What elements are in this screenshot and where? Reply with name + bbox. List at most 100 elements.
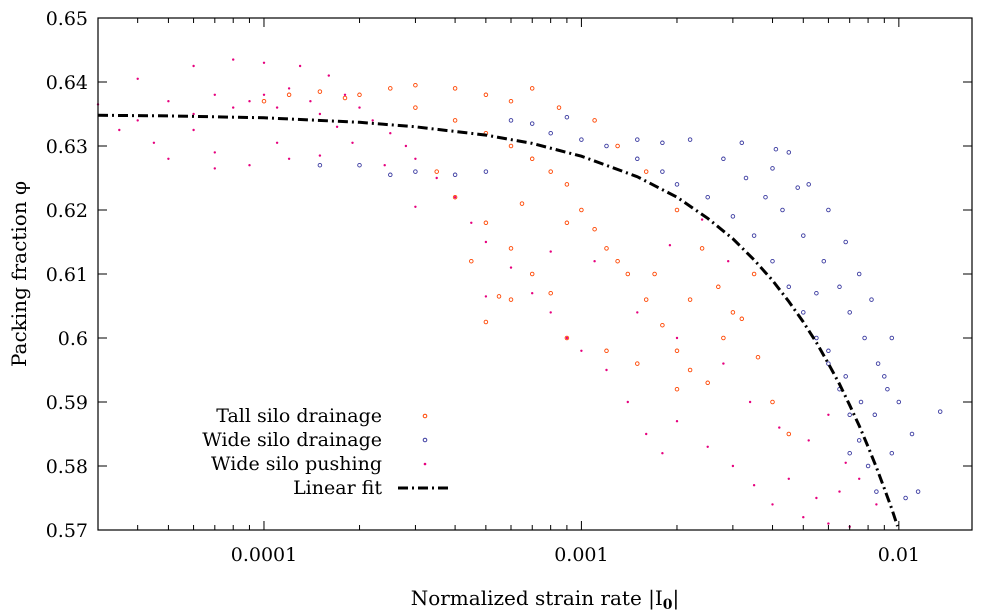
y-axis-title: Packing fraction φ xyxy=(7,181,31,367)
data-point-series-1 xyxy=(874,489,879,494)
data-point-series-2 xyxy=(636,311,639,314)
data-point-series-2 xyxy=(389,132,392,135)
data-point-series-0 xyxy=(556,105,562,110)
data-point-series-2 xyxy=(748,400,752,404)
data-point-series-2 xyxy=(414,205,417,208)
data-point-series-1 xyxy=(660,169,665,174)
data-point-series-1 xyxy=(705,194,710,200)
data-point-series-2 xyxy=(262,93,266,97)
data-point-series-1 xyxy=(882,374,887,379)
data-point-series-0 xyxy=(604,246,609,251)
fit-line xyxy=(97,113,899,527)
data-point-series-1 xyxy=(903,495,908,501)
data-point-series-1 xyxy=(801,233,806,238)
data-point-series-2 xyxy=(262,61,266,64)
data-point-series-1 xyxy=(743,175,749,181)
data-point-series-2 xyxy=(351,141,354,144)
x-tick-label: 0.0001 xyxy=(231,544,297,566)
data-point-series-1 xyxy=(858,399,864,405)
data-point-series-2 xyxy=(484,240,488,244)
data-point-series-2 xyxy=(752,484,756,487)
data-point-series-1 xyxy=(872,412,878,418)
data-point-series-1 xyxy=(826,361,831,366)
data-point-series-2 xyxy=(668,244,672,247)
data-point-series-0 xyxy=(483,220,489,226)
data-point-series-1 xyxy=(885,386,890,392)
data-point-series-0 xyxy=(483,92,489,98)
data-point-series-2 xyxy=(136,119,139,122)
data-point-series-2 xyxy=(549,250,552,253)
y-tick-label: 0.65 xyxy=(46,8,88,30)
data-point-series-1 xyxy=(357,162,362,168)
data-point-series-2 xyxy=(787,477,790,480)
data-point-series-1 xyxy=(739,140,745,146)
x-tick-label: 0.001 xyxy=(554,544,608,566)
data-point-series-0 xyxy=(770,399,775,405)
legend-label: Tall silo drainage xyxy=(216,405,382,427)
data-point-series-1 xyxy=(865,463,871,469)
legend-swatch xyxy=(423,462,427,466)
y-tick-label: 0.58 xyxy=(46,456,88,478)
data-point-series-1 xyxy=(452,172,458,178)
data-point-series-0 xyxy=(721,335,726,341)
data-point-series-2 xyxy=(213,167,216,170)
y-tick-label: 0.63 xyxy=(46,136,88,158)
data-point-series-2 xyxy=(509,266,513,269)
data-point-series-2 xyxy=(213,151,216,154)
data-point-series-1 xyxy=(579,137,584,142)
data-point-series-2 xyxy=(875,503,878,506)
data-point-series-2 xyxy=(192,112,195,116)
data-point-series-2 xyxy=(645,432,648,436)
data-point-series-0 xyxy=(452,194,458,200)
data-point-series-0 xyxy=(635,361,640,366)
data-point-series-2 xyxy=(404,144,408,148)
data-point-series-0 xyxy=(687,367,693,373)
data-point-series-1 xyxy=(770,166,775,171)
x-axis-title-sub: 0 xyxy=(663,597,673,613)
data-point-series-2 xyxy=(192,64,195,68)
data-point-series-2 xyxy=(275,141,279,144)
data-point-series-1 xyxy=(751,233,757,238)
data-point-series-1 xyxy=(786,284,792,290)
data-point-series-2 xyxy=(136,77,139,81)
data-point-series-0 xyxy=(388,86,393,91)
data-point-series-0 xyxy=(592,226,597,232)
data-point-series-0 xyxy=(652,271,657,277)
data-point-series-1 xyxy=(483,169,489,174)
data-point-series-0 xyxy=(413,82,418,88)
y-tick-label: 0.6 xyxy=(58,328,88,350)
data-point-series-2 xyxy=(343,93,347,97)
data-point-series-2 xyxy=(605,368,608,372)
data-point-series-0 xyxy=(730,310,736,315)
data-point-series-0 xyxy=(508,297,514,302)
data-point-series-1 xyxy=(915,489,921,494)
axis-ticks xyxy=(97,17,972,531)
data-point-series-2 xyxy=(722,362,725,365)
data-point-series-2 xyxy=(327,74,330,77)
data-point-series-2 xyxy=(580,349,583,352)
data-point-series-0 xyxy=(625,271,631,277)
data-point-series-1 xyxy=(635,137,640,142)
data-point-series-2 xyxy=(248,100,251,103)
data-point-series-0 xyxy=(434,169,439,174)
data-point-series-2 xyxy=(675,420,679,423)
data-point-series-1 xyxy=(773,146,779,152)
legend-label: Linear fit xyxy=(293,477,382,499)
data-point-series-2 xyxy=(192,128,195,132)
data-point-series-1 xyxy=(786,150,792,155)
data-point-series-0 xyxy=(548,169,553,174)
data-point-series-2 xyxy=(414,157,417,160)
data-point-series-0 xyxy=(615,143,620,149)
data-point-series-1 xyxy=(730,214,736,219)
data-point-series-1 xyxy=(814,290,819,296)
data-point-series-1 xyxy=(889,335,895,341)
data-point-series-1 xyxy=(660,140,665,146)
data-point-series-2 xyxy=(706,445,709,448)
data-point-series-0 xyxy=(317,89,323,94)
data-point-series-1 xyxy=(856,438,862,443)
data-point-series-0 xyxy=(529,271,535,277)
data-point-series-0 xyxy=(604,348,609,354)
data-point-series-2 xyxy=(213,93,216,97)
data-point-series-2 xyxy=(838,490,841,493)
